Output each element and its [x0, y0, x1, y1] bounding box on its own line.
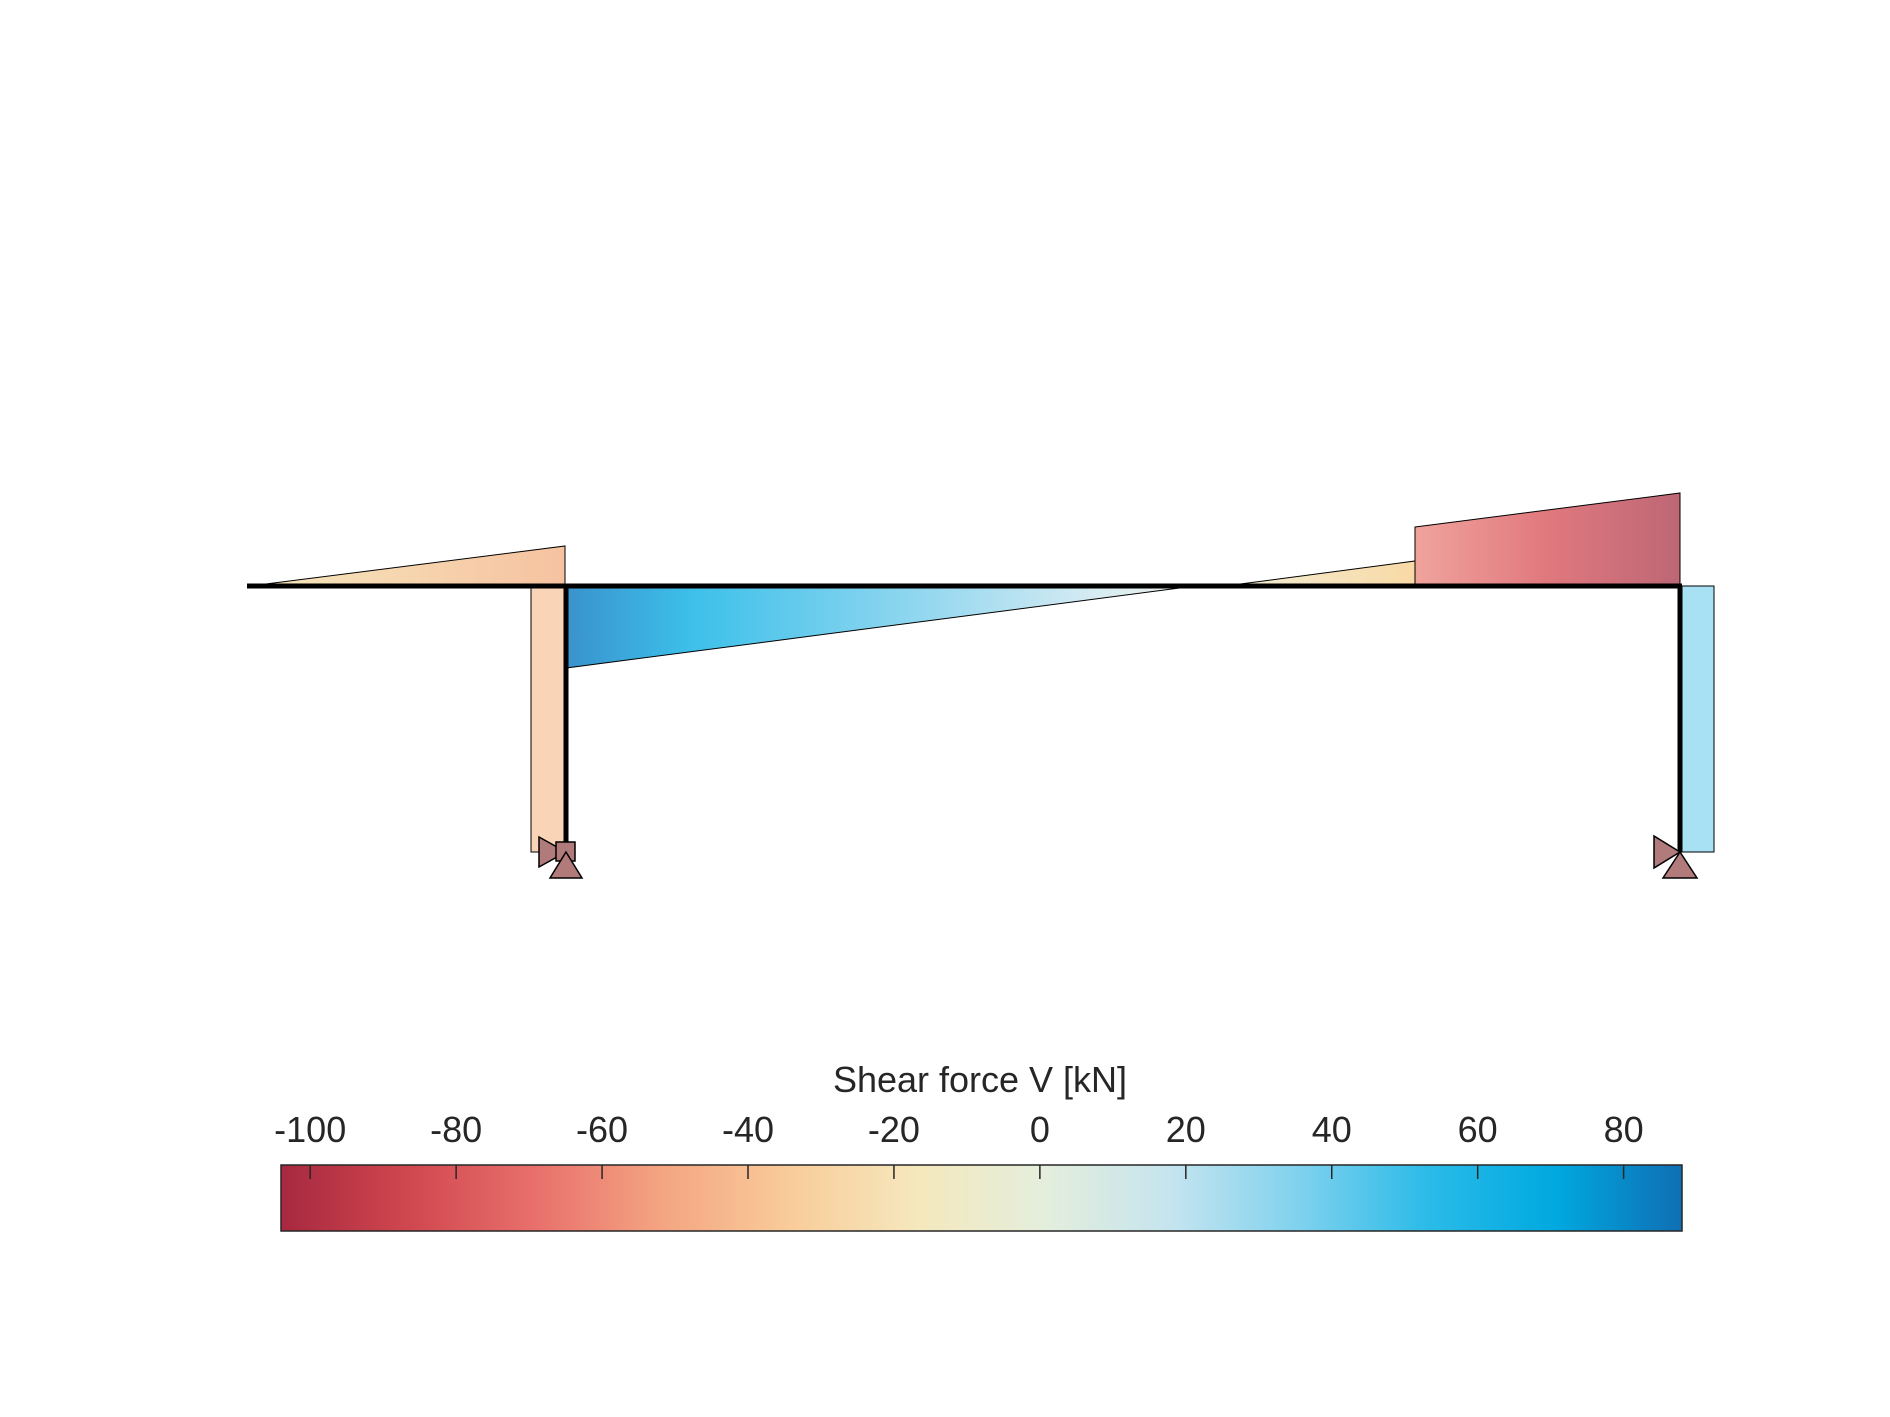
- shear-segment-right-column: [1679, 585, 1715, 853]
- shear-segment-left-column: [530, 585, 567, 853]
- colorbar-tick-label: 60: [1458, 1109, 1498, 1150]
- colorbar-tick-label: 80: [1604, 1109, 1644, 1150]
- colorbar-tick-label: -40: [722, 1109, 774, 1150]
- colorbar-tick-label: -20: [868, 1109, 920, 1150]
- colorbar-ticks: [309, 1165, 1625, 1179]
- colorbar-tick-labels: -100 -80 -60 -40 -20 0 20 40 60 80: [274, 1109, 1643, 1150]
- colorbar-tick-label: 0: [1030, 1109, 1050, 1150]
- right-support-horizontal-icon: [1653, 834, 1682, 870]
- right-support-vertical-icon: [1661, 850, 1699, 879]
- left-support-horizontal-icon: [538, 835, 568, 869]
- colorbar-tick-label: -60: [576, 1109, 628, 1150]
- colorbar-tick-label: 40: [1312, 1109, 1352, 1150]
- left-support-vertical-icon: [548, 850, 584, 879]
- colorbar-tick-label: -80: [430, 1109, 482, 1150]
- shear-segment-right-span: [1414, 492, 1681, 587]
- frame-structure: [247, 583, 1683, 852]
- shear-diagram: [249, 492, 1715, 853]
- left-support: [538, 835, 584, 879]
- shear-segment-main-span: [565, 585, 1196, 669]
- shear-segment-right-small: [1224, 560, 1416, 587]
- colorbar-tick-label: -100: [274, 1109, 346, 1150]
- colorbar-tick-label: 20: [1166, 1109, 1206, 1150]
- colorbar-title: Shear force V [kN]: [833, 1059, 1127, 1100]
- colorbar-gradient: [280, 1164, 1683, 1232]
- shear-segment-left-overhang: [249, 545, 566, 587]
- colorbar: Shear force V [kN] -100 -80 -60 -40 -20 0 20 40…: [274, 1059, 1683, 1232]
- right-support: [1653, 834, 1699, 879]
